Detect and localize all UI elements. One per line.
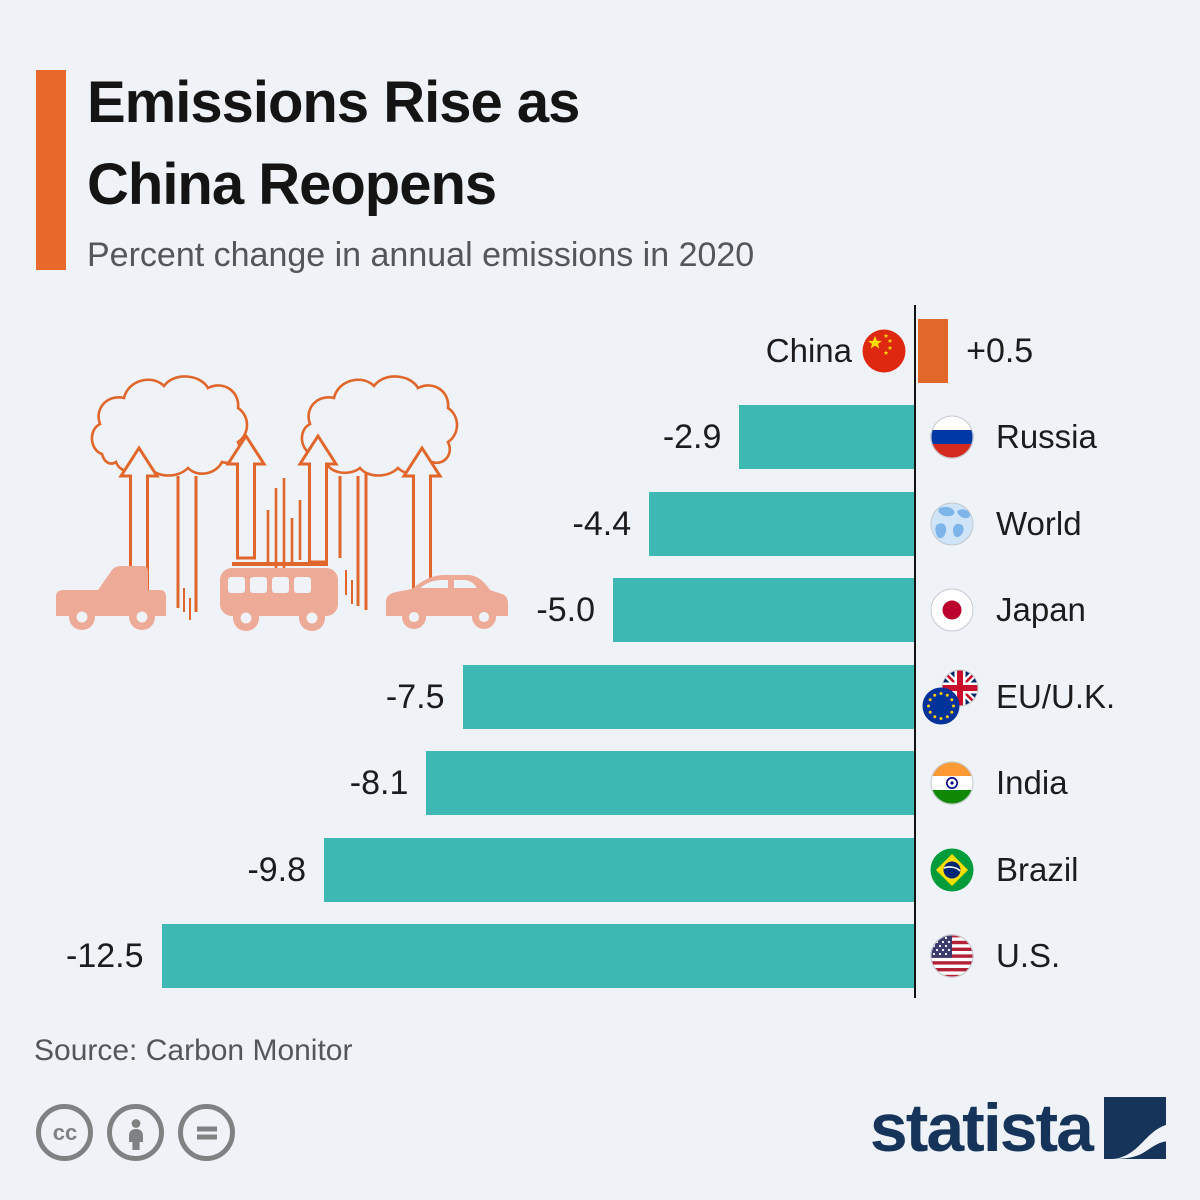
- eu-uk-flag-icon: [922, 669, 980, 725]
- country-label: Japan: [996, 591, 1086, 629]
- page-title: Emissions Rise as China Reopens: [87, 62, 580, 226]
- bar-world: [649, 491, 914, 556]
- statista-wordmark: statista: [869, 1090, 1094, 1166]
- value-label: -2.9: [662, 418, 722, 457]
- country-label: Russia: [996, 418, 1097, 456]
- country-label: U.S.: [996, 937, 1061, 975]
- value-label: -12.5: [66, 937, 144, 976]
- title-accent-bar: [36, 70, 66, 270]
- country-label: Brazil: [996, 850, 1079, 888]
- bar-japan: [613, 578, 914, 643]
- value-label: -5.0: [536, 591, 595, 630]
- country-label: China: [765, 332, 852, 369]
- title-line-1: Emissions Rise as: [87, 70, 580, 135]
- value-label: -7.5: [385, 677, 445, 716]
- china-flag-icon: [862, 329, 906, 373]
- bar-us: [161, 924, 914, 989]
- russia-flag-icon: [930, 415, 974, 459]
- world-globe-icon: [930, 502, 974, 546]
- bar-china: [918, 319, 949, 383]
- bar-brazil: [324, 837, 914, 902]
- cc-icon: cc: [36, 1104, 93, 1161]
- svg-text:cc: cc: [52, 1120, 76, 1145]
- us-flag-icon: [930, 934, 974, 978]
- india-flag-icon: [930, 761, 974, 805]
- title-line-2: China Reopens: [87, 152, 497, 217]
- source-note: Source: Carbon Monitor: [34, 1034, 353, 1067]
- brazil-flag-icon: [930, 848, 974, 892]
- statista-logo-mark: [1104, 1097, 1166, 1159]
- value-label: +0.5: [966, 332, 1034, 370]
- bar-russia: [739, 405, 914, 470]
- bar-india: [426, 751, 914, 816]
- license-badges: cc: [36, 1104, 235, 1161]
- value-label: -4.4: [572, 504, 632, 543]
- statista-logo: statista: [870, 1092, 1166, 1164]
- cc-equal-icon: [178, 1104, 235, 1161]
- bar-euuk: [462, 664, 914, 729]
- cc-attribution-icon: [107, 1104, 164, 1161]
- japan-flag-icon: [930, 588, 974, 632]
- value-label: -9.8: [247, 850, 307, 889]
- country-label: World: [996, 504, 1082, 542]
- value-label: -8.1: [349, 764, 409, 803]
- zero-axis-line: [914, 305, 916, 998]
- cars-emissions-illustration: [40, 360, 520, 650]
- page-subtitle: Percent change in annual emissions in 20…: [87, 236, 755, 274]
- country-label: India: [996, 764, 1068, 802]
- country-label: EU/U.K.: [996, 677, 1116, 715]
